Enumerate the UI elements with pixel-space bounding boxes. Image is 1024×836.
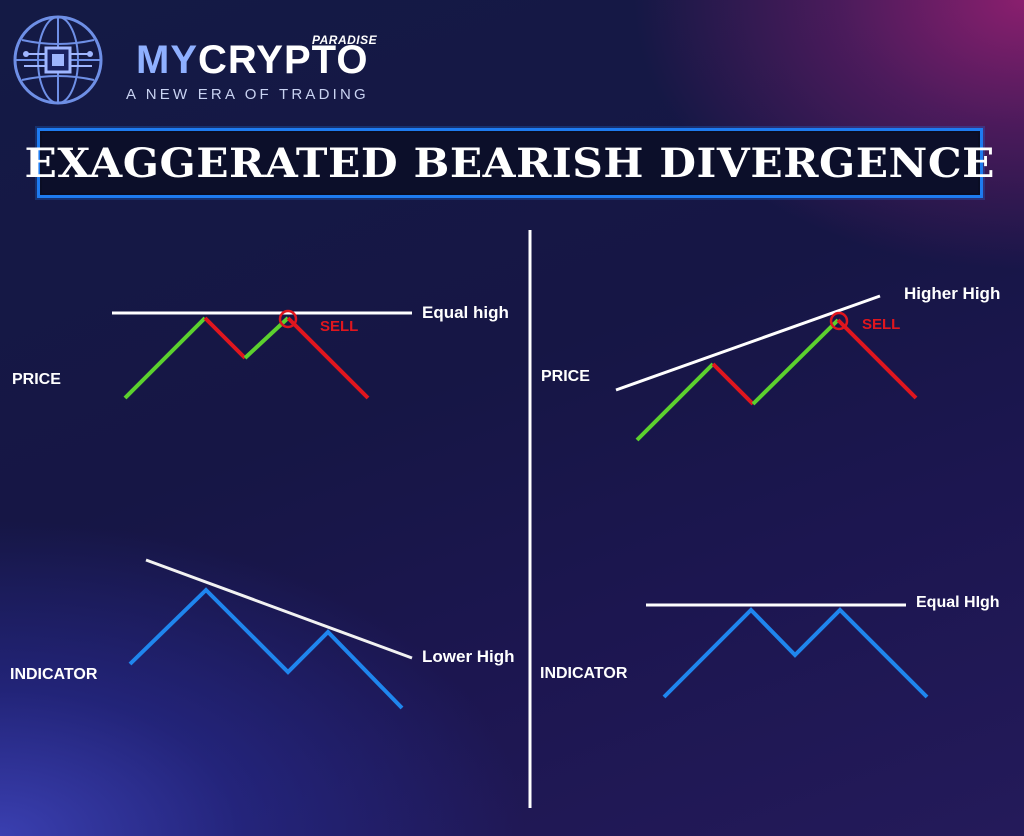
right-price-chart [615,294,918,442]
brand-name: MYCRYPTO [136,40,368,80]
left-indicator-line [128,587,404,710]
brand-tagline: A NEW ERA OF TRADING [126,86,369,103]
brand-main: CRYPTO [198,38,369,82]
page-title: EXAGGERATED BEARISH DIVERGENCE [24,139,996,187]
left-price-up-move [123,316,207,400]
brand-logo: PARADISE MYCRYPTO A NEW ERA OF TRADING [12,14,377,106]
left-price-down-move [203,316,247,360]
right-indicator-line [662,607,929,699]
left-indicator-line-label: Lower High [422,647,515,666]
right-indicator-chart [646,603,929,699]
right-indicator-line-label: Equal HIgh [916,594,1000,611]
left-sell-label: SELL [320,318,358,335]
right-price-up-move [751,318,840,406]
left-indicator-chart [128,558,413,710]
brand-super: PARADISE [312,33,378,47]
left-price-line-label: Equal high [422,303,509,322]
right-price-down-move [836,318,918,400]
right-price-trendline [615,294,881,392]
right-price-down-move [711,362,755,406]
right-price-line-label: Higher High [904,284,1000,303]
right-sell-label: SELL [862,316,900,333]
title-banner: EXAGGERATED BEARISH DIVERGENCE [25,128,995,198]
right-price-up-move [635,362,715,442]
left-sell-marker [278,309,298,329]
left-price-chart [112,309,412,400]
brand-prefix: MY [136,38,198,82]
right-price-label: PRICE [541,368,590,385]
globe-circuit-icon [13,15,103,105]
left-indicator-trendline [145,558,413,660]
left-indicator-label: INDICATOR [10,666,98,683]
right-sell-marker [829,311,849,331]
left-price-label: PRICE [12,371,61,388]
right-indicator-label: INDICATOR [540,665,628,682]
left-price-down-move [286,316,370,400]
